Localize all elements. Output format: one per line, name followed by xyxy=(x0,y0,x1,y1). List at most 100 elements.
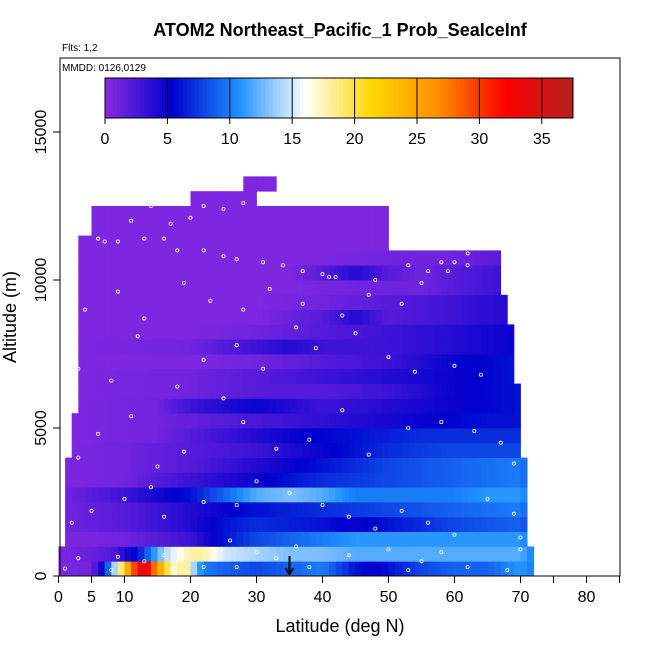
heatmap-cell xyxy=(157,265,165,281)
heatmap-cell xyxy=(131,354,139,370)
sample-point xyxy=(254,550,259,555)
heatmap-cell xyxy=(84,280,92,296)
heatmap-cell xyxy=(335,206,343,222)
heatmap-cell xyxy=(500,413,508,429)
heatmap-cell xyxy=(223,235,231,251)
heatmap-cell xyxy=(513,442,521,458)
heatmap-cell xyxy=(421,339,429,355)
heatmap-cell xyxy=(454,546,462,562)
heatmap-cell xyxy=(249,191,257,207)
heatmap-cell xyxy=(447,561,455,577)
heatmap-cell xyxy=(164,220,172,236)
heatmap-cell xyxy=(467,398,475,414)
heatmap-cell xyxy=(150,368,158,384)
colorbar-segment xyxy=(261,78,266,118)
heatmap-cell xyxy=(296,398,304,414)
heatmap-cell xyxy=(203,324,211,340)
colorbar-segment xyxy=(264,78,270,118)
heatmap-cell xyxy=(104,561,112,577)
heatmap-cell xyxy=(164,487,172,503)
heatmap-cell xyxy=(190,502,198,518)
heatmap-cell xyxy=(428,531,436,547)
heatmap-cell xyxy=(447,339,455,355)
heatmap-cell xyxy=(322,339,330,355)
heatmap-cell xyxy=(263,561,271,577)
heatmap-cell xyxy=(203,561,211,577)
heatmap-cell xyxy=(117,487,125,503)
heatmap-cell xyxy=(368,280,376,296)
heatmap-cell xyxy=(150,413,158,429)
heatmap-cell xyxy=(487,309,495,325)
heatmap-cell xyxy=(395,487,403,503)
colorbar-segment xyxy=(284,78,289,118)
heatmap-cell xyxy=(381,368,389,384)
heatmap-cell xyxy=(381,280,389,296)
heatmap-cell xyxy=(104,398,112,414)
heatmap-cell xyxy=(362,398,370,414)
heatmap-cell xyxy=(441,309,449,325)
heatmap-cell xyxy=(342,502,350,518)
heatmap-cell xyxy=(494,250,502,266)
heatmap-cell xyxy=(230,250,238,266)
heatmap-cell xyxy=(190,235,198,251)
heatmap-cell xyxy=(249,383,257,399)
heatmap-cell xyxy=(223,428,231,444)
heatmap-cell xyxy=(487,487,495,503)
heatmap-cell xyxy=(263,413,271,429)
heatmap-cell xyxy=(296,383,304,399)
heatmap-cell xyxy=(98,546,106,562)
heatmap-cell xyxy=(494,368,502,384)
heatmap-cell xyxy=(78,265,86,281)
heatmap-cell xyxy=(401,561,409,577)
heatmap-cell xyxy=(84,531,92,547)
heatmap-cell xyxy=(177,398,185,414)
heatmap-cell xyxy=(362,265,370,281)
heatmap-cell xyxy=(322,502,330,518)
heatmap-cell xyxy=(236,457,244,473)
heatmap-cell xyxy=(137,502,145,518)
heatmap-cell xyxy=(190,280,198,296)
heatmap-cell xyxy=(487,398,495,414)
heatmap-cell xyxy=(388,339,396,355)
heatmap-cell xyxy=(98,472,106,488)
heatmap-cell xyxy=(243,339,251,355)
heatmap-cell xyxy=(401,398,409,414)
heatmap-cell xyxy=(447,487,455,503)
heatmap-cell xyxy=(177,531,185,547)
sample-point xyxy=(162,236,167,241)
heatmap-cell xyxy=(467,531,475,547)
heatmap-cell xyxy=(137,398,145,414)
heatmap-cell xyxy=(216,561,224,577)
heatmap-cell xyxy=(223,280,231,296)
heatmap-cell xyxy=(414,250,422,266)
heatmap-cell xyxy=(144,235,152,251)
heatmap-cell xyxy=(236,206,244,222)
heatmap-cell xyxy=(494,531,502,547)
x-tick-label: 70 xyxy=(512,589,530,606)
heatmap-cell xyxy=(520,516,528,532)
heatmap-cell xyxy=(474,442,482,458)
heatmap-cell xyxy=(480,413,488,429)
heatmap-cell xyxy=(480,561,488,577)
colorbar-segment xyxy=(186,78,192,118)
heatmap-cell xyxy=(150,383,158,399)
heatmap-cell xyxy=(302,398,310,414)
heatmap-cell xyxy=(98,354,106,370)
heatmap-cell xyxy=(236,561,244,577)
heatmap-cell xyxy=(263,383,271,399)
heatmap-cell xyxy=(210,442,218,458)
heatmap-cell xyxy=(177,457,185,473)
heatmap-cell xyxy=(401,487,409,503)
heatmap-cell xyxy=(111,472,119,488)
heatmap-cell xyxy=(256,206,264,222)
heatmap-cell xyxy=(302,502,310,518)
heatmap-cell xyxy=(447,546,455,562)
heatmap-cell xyxy=(421,457,429,473)
heatmap-cell xyxy=(210,250,218,266)
heatmap-cell xyxy=(322,309,330,325)
heatmap-cell xyxy=(401,516,409,532)
heatmap-cell xyxy=(494,472,502,488)
heatmap-cell xyxy=(329,487,337,503)
heatmap-cell xyxy=(243,413,251,429)
heatmap-cell xyxy=(408,294,416,310)
